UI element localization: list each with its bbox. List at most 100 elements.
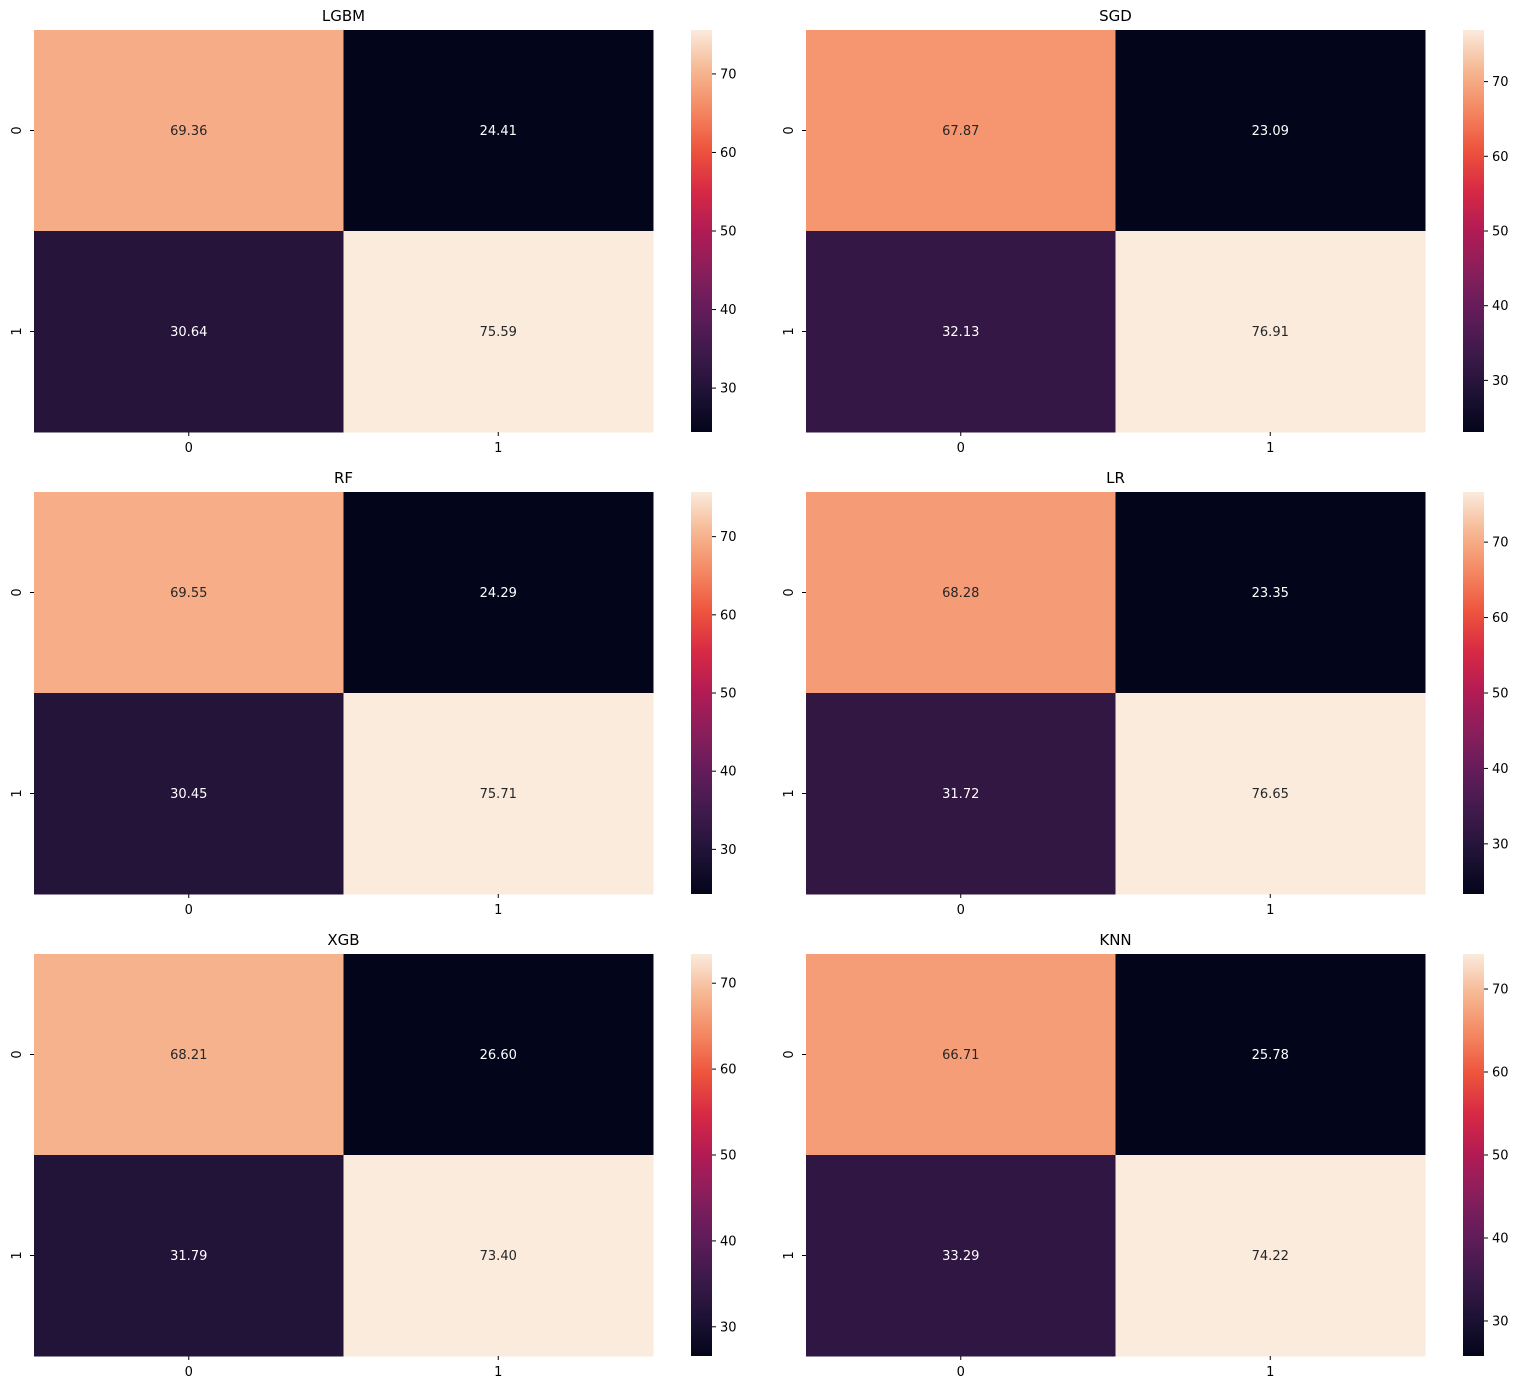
colorbar-tick-label: 30 (1492, 1314, 1509, 1329)
colorbar-tick-label: 50 (720, 1149, 737, 1164)
colorbar-tick-label: 30 (720, 1320, 737, 1335)
heatmap-cell (343, 30, 654, 232)
heatmap-cell (806, 492, 1116, 694)
heatmap-rf: RF 69.55 24.29 30.45 75.71 0 1 0 1 30 40 50 60 70 (10, 469, 737, 918)
heatmap-cell (34, 30, 344, 232)
heatmap-sgd: SGD 67.87 23.09 32.13 76.91 0 1 0 1 30 40 50 60 70 (782, 7, 1509, 456)
cell-value-label: 69.55 (170, 586, 207, 601)
y-tick-label: 0 (782, 1050, 797, 1058)
colorbar-tick-label: 40 (720, 303, 737, 318)
colorbar-tick-label: 60 (720, 1063, 737, 1078)
heatmap-cell (343, 492, 654, 694)
colorbar-tick-label: 70 (720, 530, 737, 545)
cell-value-label: 76.91 (1252, 325, 1289, 340)
heatmap-cell (1115, 492, 1426, 694)
x-tick-label: 0 (185, 441, 193, 456)
cell-value-label: 76.65 (1252, 787, 1289, 802)
heatmap-cell (1115, 693, 1426, 895)
cell-value-label: 75.71 (480, 787, 517, 802)
x-tick-label: 0 (957, 441, 965, 456)
y-tick-label: 0 (10, 588, 25, 596)
chart-title: RF (334, 469, 353, 487)
y-tick-label: 0 (782, 126, 797, 134)
colorbar-tick-label: 60 (720, 146, 737, 161)
y-tick-label: 0 (10, 126, 25, 134)
colorbar-tick-label: 50 (720, 225, 737, 240)
x-tick-label: 0 (957, 1365, 965, 1380)
heatmap-cell (806, 30, 1116, 232)
colorbar-tick-label: 70 (1492, 75, 1509, 90)
chart-title: XGB (327, 931, 359, 949)
y-tick-label: 1 (782, 327, 797, 335)
heatmap-cell (806, 1155, 1116, 1357)
colorbar (691, 954, 712, 1356)
heatmap-cell (343, 1155, 654, 1357)
y-tick-label: 1 (782, 789, 797, 797)
colorbar-tick-label: 70 (1492, 983, 1509, 998)
x-tick-label: 0 (957, 903, 965, 918)
chart-title: LGBM (322, 7, 365, 25)
y-tick-label: 1 (10, 327, 25, 335)
x-tick-label: 1 (1266, 441, 1274, 456)
colorbar-tick-label: 70 (720, 977, 737, 992)
heatmap-cell (343, 231, 654, 433)
x-tick-label: 1 (1266, 1365, 1274, 1380)
x-tick-label: 1 (494, 1365, 502, 1380)
chart-title: LR (1106, 469, 1125, 487)
heatmap-cell (806, 231, 1116, 433)
colorbar (1463, 30, 1484, 432)
cell-value-label: 69.36 (170, 124, 207, 139)
cell-value-label: 24.29 (480, 586, 517, 601)
cell-value-label: 30.64 (170, 325, 207, 340)
colorbar-tick-label: 60 (1492, 611, 1509, 626)
cell-value-label: 68.21 (170, 1048, 207, 1063)
cell-value-label: 26.60 (480, 1048, 517, 1063)
colorbar-tick-label: 40 (1492, 1231, 1509, 1246)
colorbar-tick-label: 60 (1492, 150, 1509, 165)
cell-value-label: 32.13 (942, 325, 979, 340)
colorbar-tick-label: 30 (720, 843, 737, 858)
colorbar-tick-label: 40 (1492, 762, 1509, 777)
colorbar-tick-label: 40 (1492, 299, 1509, 314)
colorbar-tick-label: 30 (1492, 837, 1509, 852)
heatmap-cell (34, 954, 344, 1156)
chart-title: KNN (1099, 931, 1131, 949)
y-tick-label: 1 (10, 1251, 25, 1259)
x-tick-label: 1 (1266, 903, 1274, 918)
cell-value-label: 67.87 (942, 124, 979, 139)
y-tick-label: 0 (782, 588, 797, 596)
y-tick-label: 1 (782, 1251, 797, 1259)
heatmap-cell (1115, 954, 1426, 1156)
heatmap-cell (1115, 231, 1426, 433)
cell-value-label: 74.22 (1252, 1249, 1289, 1264)
cell-value-label: 66.71 (942, 1048, 979, 1063)
cell-value-label: 24.41 (480, 124, 517, 139)
y-tick-label: 1 (10, 789, 25, 797)
colorbar (1463, 492, 1484, 894)
colorbar-tick-label: 50 (1492, 1149, 1509, 1164)
cell-value-label: 30.45 (170, 787, 207, 802)
x-tick-label: 1 (494, 903, 502, 918)
cell-value-label: 23.09 (1252, 124, 1289, 139)
cell-value-label: 73.40 (480, 1249, 517, 1264)
cell-value-label: 68.28 (942, 586, 979, 601)
colorbar-tick-label: 40 (720, 765, 737, 780)
x-tick-label: 0 (185, 903, 193, 918)
colorbar-tick-label: 30 (1492, 374, 1509, 389)
colorbar-tick-label: 60 (720, 608, 737, 623)
heatmap-cell (1115, 1155, 1426, 1357)
cell-value-label: 31.79 (170, 1249, 207, 1264)
colorbar-tick-label: 50 (1492, 225, 1509, 240)
colorbar-tick-label: 30 (720, 382, 737, 397)
colorbar-tick-label: 50 (1492, 687, 1509, 702)
colorbar-tick-label: 60 (1492, 1066, 1509, 1081)
heatmap-cell (34, 492, 344, 694)
colorbar-tick-label: 40 (720, 1234, 737, 1249)
colorbar (1463, 954, 1484, 1356)
heatmap-cell (806, 693, 1116, 895)
chart-title: SGD (1099, 7, 1132, 25)
heatmap-cell (34, 231, 344, 433)
heatmap-cell (343, 954, 654, 1156)
colorbar-tick-label: 70 (720, 67, 737, 82)
